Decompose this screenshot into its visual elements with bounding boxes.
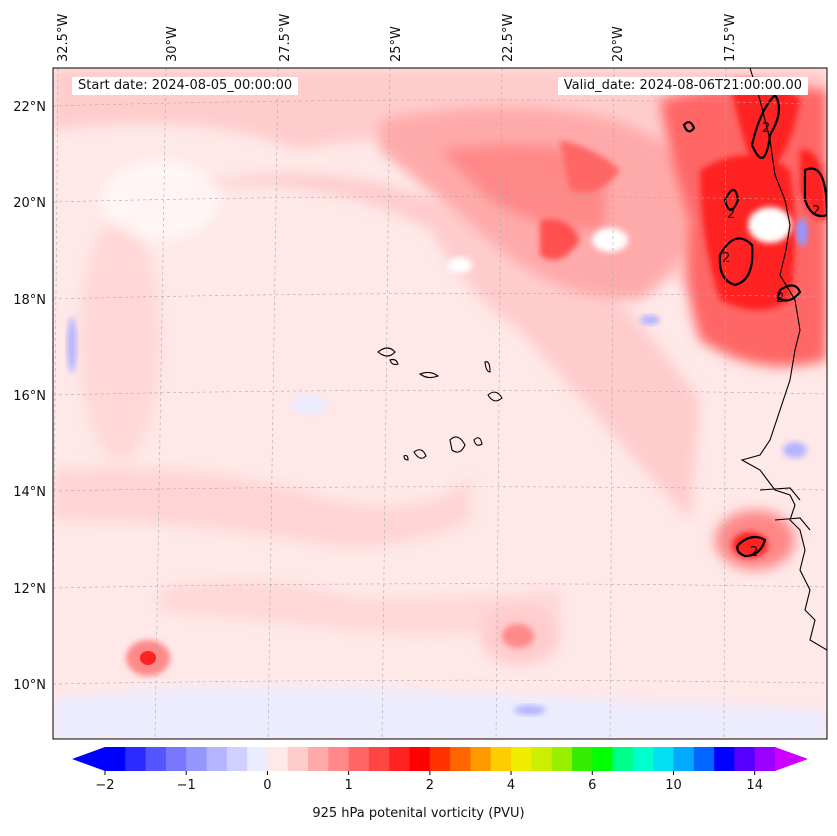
colorbar-tick-label: 6 (588, 778, 596, 793)
pv-contour-label: 2 (776, 291, 784, 306)
pv-contour (682, 121, 696, 133)
colorbar-cell (328, 747, 350, 771)
graticule (53, 68, 827, 739)
africa-coast (740, 68, 827, 651)
pv-contour-label: 2 (727, 207, 735, 222)
colorbar-cell (348, 747, 370, 771)
lon-label: 32.5°W (56, 14, 71, 62)
casamance-coast (774, 517, 811, 531)
lat-label: 10°N (13, 678, 46, 693)
colorbar-cell (368, 747, 390, 771)
pv-contour (723, 188, 740, 212)
colorbar-cell (592, 747, 613, 771)
lon-label: 22.5°W (501, 14, 516, 62)
colorbar-cell (429, 747, 451, 771)
island (389, 358, 399, 366)
lon-label: 27.5°W (278, 14, 293, 62)
map-frame (52, 67, 828, 740)
gambia-river (759, 487, 801, 501)
colorbar-cell (186, 747, 207, 771)
colorbar-cell (409, 747, 431, 771)
colorbar-cell (267, 747, 289, 771)
colorbar-tick-label: 10 (665, 778, 682, 793)
colorbar-cell (551, 747, 573, 771)
longitude-labels: 32.5°W 30°W 27.5°W 25°W 22.5°W 20°W 17.5… (56, 14, 738, 62)
island (377, 347, 396, 357)
colorbar: −2 −1 0 1 2 4 6 10 14 (72, 747, 808, 793)
colorbar-cell (511, 747, 532, 771)
coastline (740, 68, 827, 651)
colorbar-cell (632, 747, 654, 771)
colorbar-tick-label: 14 (746, 778, 763, 793)
colorbar-cell (734, 747, 756, 771)
colorbar-cell (125, 747, 146, 771)
lat-label: 20°N (13, 196, 46, 211)
colorbar-tick-label: −1 (177, 778, 196, 793)
island (449, 436, 466, 453)
colorbar-tick-label: 0 (263, 778, 271, 793)
pv-contour (776, 284, 802, 302)
latitude-labels: 22°N 20°N 18°N 16°N 14°N 12°N 10°N (13, 100, 46, 693)
colorbar-tick-label: 2 (426, 778, 434, 793)
lat-label: 12°N (13, 582, 46, 597)
pv-contour-label: 2 (762, 121, 770, 136)
pv-contour-label: 2 (812, 204, 820, 219)
pv-field-shading (53, 68, 827, 739)
colorbar-cell (389, 747, 410, 771)
lon-label: 30°W (165, 26, 180, 62)
colorbar-cell (308, 747, 329, 771)
pv-contour-label: 2 (722, 251, 730, 266)
pv-contour-label: 2 (750, 545, 758, 560)
colorbar-tick-label: −2 (95, 778, 114, 793)
colorbar-tick-label: 4 (507, 778, 515, 793)
island (413, 449, 427, 459)
colorbar-cell (450, 747, 471, 771)
colorbar-cell (470, 747, 492, 771)
colorbar-cell (105, 747, 126, 771)
colorbar-cell (531, 747, 553, 771)
pv-contour (718, 237, 754, 287)
lat-label: 16°N (13, 389, 46, 404)
colorbar-cell (206, 747, 228, 771)
colorbar-extend-low (72, 747, 105, 771)
lat-label: 18°N (13, 293, 46, 308)
pv-contour (803, 167, 827, 218)
colorbar-cell (145, 747, 167, 771)
colorbar-cell (490, 747, 512, 771)
colorbar-cell (673, 747, 695, 771)
island (473, 437, 483, 446)
colorbar-tick-label: 1 (344, 778, 352, 793)
colorbar-extend-high (775, 747, 808, 771)
colorbar-cell (165, 747, 187, 771)
colorbar-cell (714, 747, 735, 771)
valid-date-label: Valid_date: 2024-08-06T21:00:00.00 (557, 77, 808, 95)
island (487, 391, 503, 402)
colorbar-cell (653, 747, 674, 771)
pv-contour (736, 535, 767, 558)
island (403, 454, 409, 461)
cape-verde-islands (377, 347, 503, 461)
map-panel: 2 2 2 2 2 2 (53, 68, 827, 739)
colorbar-cell (571, 747, 593, 771)
lat-label: 14°N (13, 485, 46, 500)
colorbar-cell (287, 747, 309, 771)
pv-contour (750, 93, 781, 159)
colorbar-label: 925 hPa potenital vorticity (PVU) (312, 806, 525, 821)
colorbar-cell (247, 747, 268, 771)
lat-label: 22°N (13, 100, 46, 115)
pv-contour-lines (682, 93, 827, 558)
start-date-label: Start date: 2024-08-05_00:00:00 (72, 77, 299, 95)
colorbar-cell (612, 747, 634, 771)
island (484, 361, 491, 373)
lon-label: 20°W (611, 26, 626, 62)
island (418, 371, 440, 379)
lon-label: 17.5°W (723, 14, 738, 62)
lon-label: 25°W (389, 26, 404, 62)
colorbar-cell (754, 747, 776, 771)
colorbar-cell (226, 747, 248, 771)
colorbar-cell (693, 747, 715, 771)
